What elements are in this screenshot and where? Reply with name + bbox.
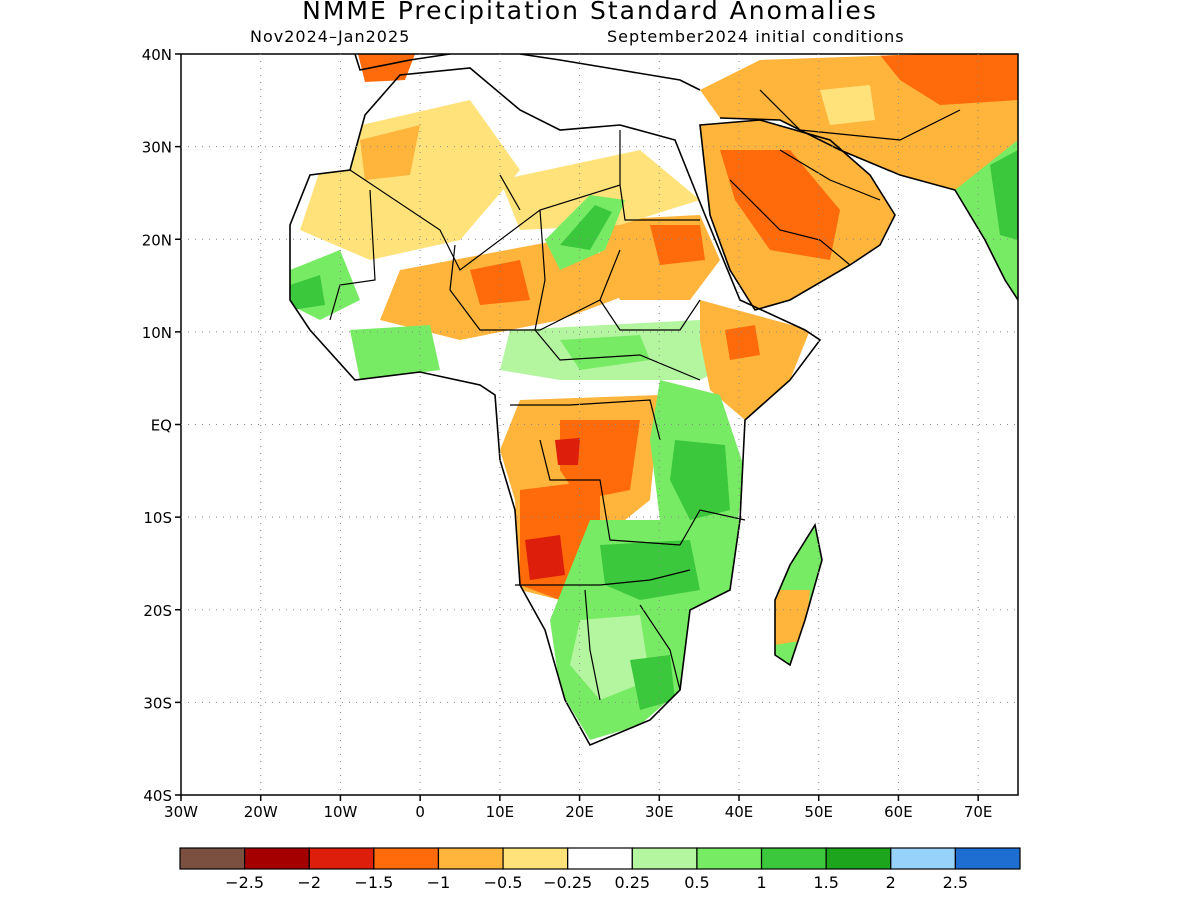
lon-tick-label: 50E [804, 803, 833, 821]
initial-conditions: September2024 initial conditions [607, 27, 905, 46]
colorbar-swatch [179, 847, 246, 870]
lon-tick-label: 60E [884, 803, 913, 821]
colorbar-tick-label: −2.5 [225, 873, 264, 892]
lon-tick-label: 20W [244, 803, 278, 821]
africa-coastline [289, 67, 822, 747]
lon-tick-label: 40E [725, 803, 754, 821]
colorbar-tick-label: −1 [427, 873, 451, 892]
colorbar-swatch [954, 847, 1021, 870]
anomaly-patch [720, 150, 840, 260]
anomaly-patch [570, 615, 650, 700]
lat-tick-label: 30N [142, 139, 172, 157]
colorbar-swatch [890, 847, 956, 870]
map-title: NMME Precipitation Standard Anomalies [302, 0, 878, 25]
anomaly-patch [560, 335, 650, 370]
colorbar-swatch [760, 847, 827, 870]
colorbar-swatch [696, 847, 763, 870]
anomaly-patch [600, 540, 700, 600]
longitude-axis: 30W 20W 10W 0 10E 20E 30E 40E 50E 60E 70E [164, 795, 992, 821]
colorbar-tick-label: −0.5 [484, 873, 523, 892]
lon-tick-label: 10E [486, 803, 515, 821]
colorbar-swatch [567, 847, 633, 870]
anomaly-patch [350, 325, 440, 380]
lon-tick-label: 0 [415, 803, 425, 821]
anomaly-patch [670, 440, 730, 520]
lon-tick-label: 20E [565, 803, 594, 821]
madagascar-coastline [774, 522, 823, 667]
colorbar-tick-label: 0.5 [684, 873, 709, 892]
anomaly-patch [470, 260, 530, 305]
coastlines [289, 54, 1018, 747]
colorbar-tick-label: 1 [756, 873, 766, 892]
lon-tick-label: 30E [645, 803, 674, 821]
colorbar-swatch [631, 847, 698, 870]
anomaly-patch [290, 275, 325, 310]
anomaly-patch [650, 225, 705, 265]
arabia-coastline [699, 119, 896, 311]
colorbar-swatch [373, 847, 440, 870]
forecast-period: Nov2024–Jan2025 [250, 27, 411, 46]
anomaly-patch [630, 655, 675, 710]
colorbar-tick-label: −2 [297, 873, 321, 892]
mediterranean-coastline [354, 54, 701, 91]
colorbar: −2.5 −2 −1.5 −1 −0.5 −0.25 0.25 0.5 1 1.5 2 2.5 [179, 847, 1021, 892]
country-borders [329, 89, 961, 701]
anomaly-patch [360, 125, 420, 180]
lat-tick-label: 30S [143, 694, 172, 712]
latitude-axis: 40N 30N 20N 10N EQ 10S 20S 30S 40S [142, 46, 181, 805]
lon-tick-label: 10W [323, 803, 357, 821]
colorbar-swatch [825, 847, 892, 870]
anomaly-patch [820, 85, 875, 125]
colorbar-swatch [308, 847, 375, 870]
anomaly-patch [725, 325, 760, 360]
anomaly-patch [990, 150, 1018, 240]
colorbar-swatch [244, 847, 310, 870]
colorbar-swatch [502, 847, 569, 870]
lat-tick-label: 20S [143, 602, 172, 620]
colorbar-tick-label: 1.5 [813, 873, 838, 892]
colorbar-tick-label: 2.5 [943, 873, 968, 892]
lat-tick-label: 10N [142, 324, 172, 342]
lat-tick-label: 40S [143, 787, 172, 805]
colorbar-tick-label: −0.25 [543, 873, 592, 892]
lon-tick-label: 70E [964, 803, 993, 821]
colorbar-tick-label: 0.25 [614, 873, 650, 892]
anomaly-patch [525, 535, 565, 580]
anomaly-patch [555, 438, 580, 465]
anomaly-patch [775, 590, 810, 645]
lat-tick-label: 20N [142, 231, 172, 249]
anomaly-patch [500, 150, 700, 230]
colorbar-tick-label: −1.5 [354, 873, 393, 892]
lat-tick-label: 10S [143, 509, 172, 527]
lat-tick-label: 40N [142, 46, 172, 64]
lat-tick-label: EQ [151, 417, 172, 435]
colorbar-tick-label: 2 [886, 873, 896, 892]
lon-tick-label: 30W [164, 803, 198, 821]
iran-coastline [719, 117, 1018, 301]
anomaly-patch [880, 54, 1018, 105]
colorbar-swatch [437, 847, 504, 870]
anomaly-patch [300, 100, 520, 260]
